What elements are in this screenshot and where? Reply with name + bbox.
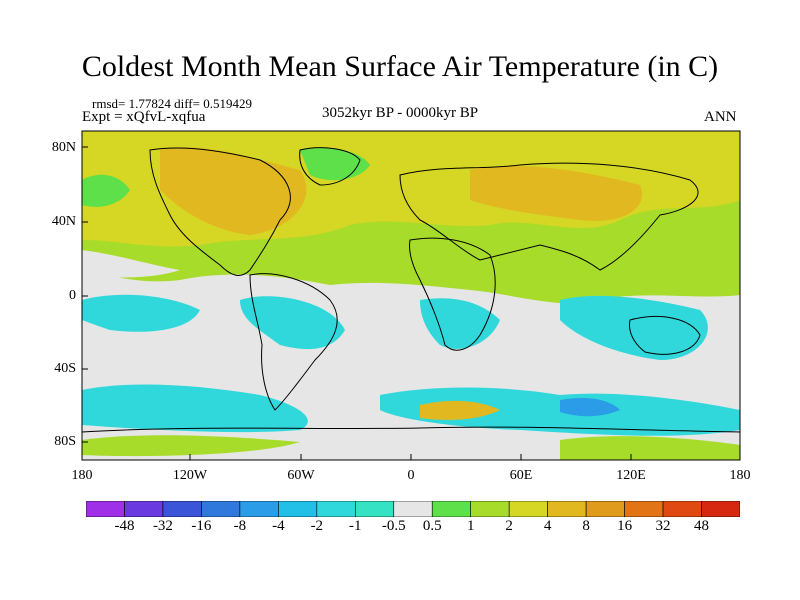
y-tick-label: 80S	[54, 434, 76, 449]
y-tick-label: 40S	[54, 361, 76, 376]
colorbar-swatch	[316, 501, 356, 517]
colorbar-swatch	[701, 501, 740, 517]
colorbar-swatch	[124, 501, 164, 517]
colorbar-swatch	[278, 501, 318, 517]
colorbar-swatch	[354, 501, 395, 517]
axis-ticks	[82, 146, 632, 460]
x-tick-label: 0	[407, 468, 415, 483]
rmsd-value: rmsd= 1.77824	[92, 96, 171, 111]
y-tick-label: 80N	[51, 140, 76, 155]
colorbar-swatch	[162, 501, 202, 517]
colorbar-label: 16	[617, 518, 633, 534]
colorbar-label: -0.5	[381, 518, 406, 534]
colorbar-label: 4	[543, 518, 552, 534]
colorbar-label: -2	[310, 518, 324, 534]
colorbar-swatch	[585, 501, 625, 517]
season-label: ANN	[704, 109, 737, 125]
colorbar-label: -16	[191, 518, 212, 534]
period-label: 3052kyr BP - 0000kyr BP	[321, 105, 479, 121]
x-tick-label: 180	[729, 468, 751, 483]
x-tick-label: 60W	[287, 468, 315, 483]
colorbar-swatch	[393, 501, 433, 517]
x-tick-label: 60E	[509, 468, 533, 483]
colorbar-swatch	[201, 501, 241, 517]
colorbar-swatch	[547, 501, 587, 517]
stats-label: rmsd= 1.77824 diff= 0.519429	[92, 96, 252, 112]
colorbar-swatch	[470, 501, 510, 517]
map-field	[82, 131, 740, 460]
colorbar-swatch	[662, 501, 702, 517]
colorbar-label: -4	[272, 518, 285, 534]
experiment-label: Expt = xQfvL-xqfua	[82, 109, 206, 125]
colorbar-swatch	[239, 501, 279, 517]
colorbar-label: 2	[505, 518, 513, 534]
colorbar-label: -48	[114, 518, 135, 534]
colorbar-label: 8	[582, 518, 590, 534]
colorbar-swatch	[431, 501, 472, 517]
plot-title: Coldest Month Mean Surface Air Temperatu…	[81, 50, 719, 83]
colorbar-swatch	[508, 501, 548, 517]
colorbar-label: 0.5	[422, 518, 442, 534]
colorbar-swatch	[86, 501, 125, 517]
colorbar-swatch	[624, 501, 664, 517]
y-tick-label: 40N	[51, 214, 76, 229]
colorbar-label: -32	[152, 518, 173, 534]
colorbar-label: -8	[233, 518, 247, 534]
colorbar-label: 48	[694, 518, 710, 534]
x-tick-label: 180	[71, 468, 93, 483]
colorbar-label: 32	[655, 518, 671, 534]
colorbar-label: -1	[349, 518, 362, 534]
x-tick-label: 120E	[616, 468, 646, 483]
colorbar-label: 1	[466, 518, 475, 534]
colorbar	[86, 501, 740, 517]
y-tick-label: 0	[69, 288, 76, 303]
x-tick-label: 120W	[172, 468, 208, 483]
diff-value: diff= 0.519429	[174, 96, 252, 111]
